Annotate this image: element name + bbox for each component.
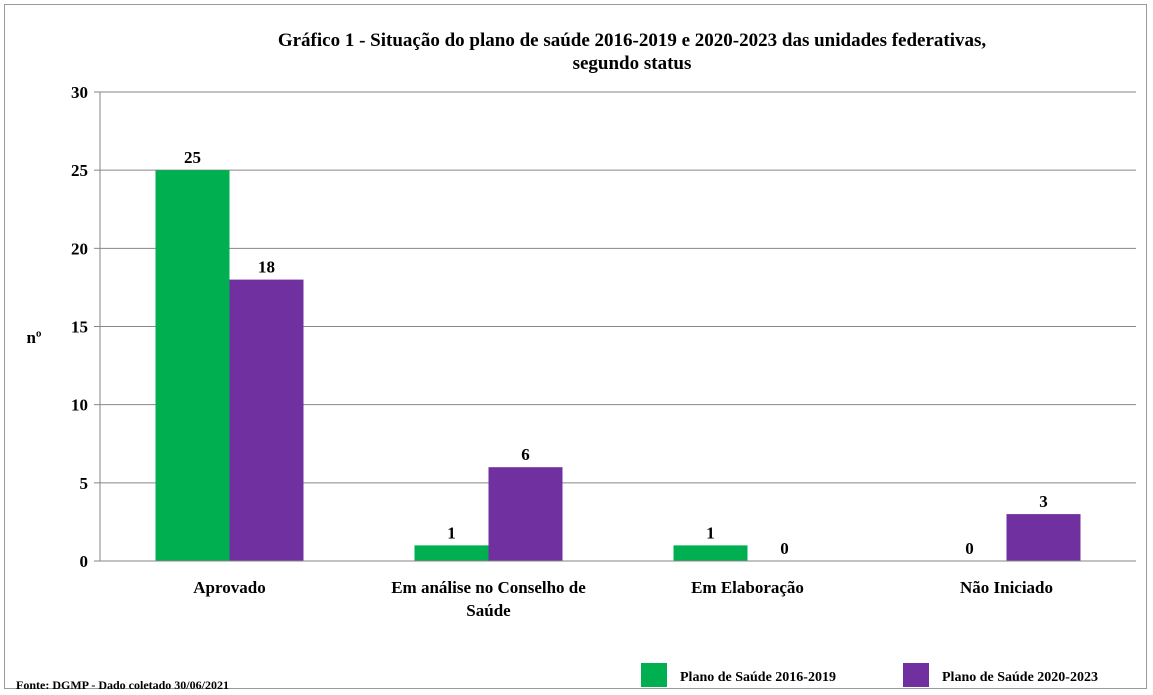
x-tick-label-em-analise-no-conselho-de-line-2: Saúde — [466, 601, 511, 620]
data-label-em-elaboracao-series-1: 1 — [706, 523, 715, 542]
y-tick-label-5: 5 — [80, 474, 89, 493]
legend-swatch-series-2 — [903, 663, 929, 687]
y-tick-label-10: 10 — [71, 396, 88, 415]
data-label-em-analise-no-conselho-de-series-1: 1 — [447, 523, 456, 542]
x-tick-label-em-analise-no-conselho-de: Em análise no Conselho de — [391, 578, 586, 597]
y-tick-label-0: 0 — [80, 552, 89, 571]
data-label-aprovado-series-1: 25 — [184, 148, 201, 167]
axes — [99, 92, 1136, 562]
bar-aprovado-series-1 — [155, 170, 230, 561]
y-axis-label: nº — [26, 328, 41, 347]
legend: Plano de Saúde 2016-2019 Plano de Saúde 2… — [641, 663, 1098, 687]
x-axis-labels: Aprovado Em análise no Conselho de Saúde Em… — [193, 578, 1053, 620]
chart-title: Gráfico 1 - Situação do plano de saúde 2… — [278, 30, 987, 74]
chart-title-line-2: segundo status — [573, 53, 692, 74]
bar-em-analise-no-conselho-de-series-2 — [488, 467, 563, 561]
data-label-nao-iniciado-series-2: 3 — [1039, 492, 1048, 511]
data-label-em-elaboracao-series-2: 0 — [780, 539, 789, 558]
bar-aprovado-series-2 — [229, 279, 304, 561]
x-tick-label-nao-iniciado: Não Iniciado — [960, 578, 1053, 597]
data-label-em-analise-no-conselho-de-series-2: 6 — [521, 445, 530, 464]
source-note: Fonte: DGMP - Dado coletado 30/06/2021 — [16, 678, 229, 692]
y-tick-label-30: 30 — [71, 83, 88, 102]
x-tick-label-aprovado: Aprovado — [193, 578, 265, 597]
legend-label-series-2: Plano de Saúde 2020-2023 — [942, 670, 1098, 685]
legend-swatch-series-1 — [641, 663, 667, 687]
data-label-aprovado-series-2: 18 — [258, 258, 275, 277]
data-label-nao-iniciado-series-1: 0 — [965, 539, 974, 558]
x-tick-label-em-elaboracao: Em Elaboração — [691, 578, 804, 597]
bar-nao-iniciado-series-2 — [1006, 514, 1081, 561]
y-tick-label-25: 25 — [71, 161, 88, 180]
bar-em-elaboracao-series-1 — [673, 545, 748, 561]
chart-title-line-1: Gráfico 1 - Situação do plano de saúde 2… — [278, 30, 987, 51]
bars — [155, 170, 1081, 561]
data-labels: 25 18 1 6 1 0 0 3 — [184, 148, 1048, 558]
bar-em-analise-no-conselho-de-series-1 — [414, 545, 489, 561]
y-tick-label-20: 20 — [71, 239, 88, 258]
legend-label-series-1: Plano de Saúde 2016-2019 — [680, 670, 836, 685]
y-axis-ticks: 0 5 10 15 20 25 30 — [71, 83, 100, 571]
y-tick-label-15: 15 — [71, 318, 88, 337]
